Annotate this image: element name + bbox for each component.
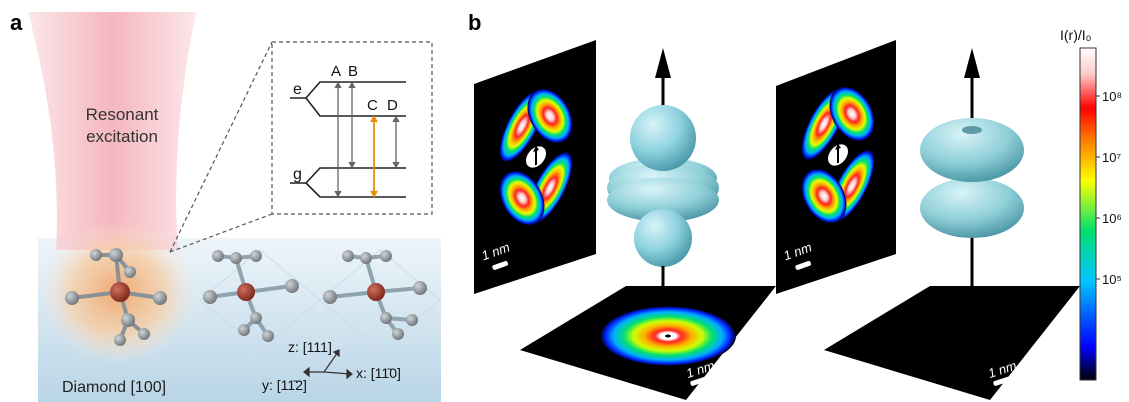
- transition-a-label: A: [331, 63, 341, 80]
- projection-plane-right-horizontal: 1 nm: [824, 286, 1080, 400]
- projection-plane-left-vertical: 1 nm: [474, 40, 596, 294]
- crystal-axes: [303, 349, 353, 380]
- zoom-callout: [169, 41, 433, 253]
- level-e-label: e: [293, 81, 302, 98]
- colorbar: I(r)/I₀ 10⁸ 10⁷ 10⁶ 10⁵: [1060, 27, 1122, 381]
- molecule-3-atoms: [323, 250, 427, 340]
- beam-text-line2: excitation: [86, 127, 158, 146]
- excitation-beam: [28, 12, 196, 250]
- molecule-1-atoms: [65, 248, 167, 346]
- energy-level-diagram: [290, 81, 406, 198]
- substrate-label: Diamond [100]: [62, 379, 166, 396]
- transition-d-label: D: [387, 97, 398, 114]
- projection-plane-left-horizontal: 1 nm: [520, 286, 776, 400]
- axis-z-label: z: [111]: [288, 339, 332, 355]
- transition-b-label: B: [348, 63, 358, 80]
- colorbar-tick-1e5: 10⁵: [1102, 272, 1122, 287]
- panel-a-label: a: [10, 10, 23, 35]
- colorbar-title: I(r)/I₀: [1060, 27, 1092, 43]
- colorbar-tick-1e8: 10⁸: [1102, 89, 1122, 104]
- orbital-surface-left: [607, 48, 719, 306]
- colorbar-tick-1e6: 10⁶: [1102, 211, 1122, 226]
- colorbar-tick-1e7: 10⁷: [1102, 150, 1121, 165]
- transition-arrows: [334, 81, 400, 198]
- transition-c-label: C: [367, 97, 378, 114]
- beam-text-line1: Resonant: [86, 105, 159, 124]
- projection-plane-right-vertical: 1 nm: [776, 40, 896, 294]
- axis-x-label: x: [11̄0]: [356, 365, 401, 381]
- panel-b-label: b: [468, 10, 481, 35]
- axis-y-label: y: [11̄2]: [262, 377, 307, 393]
- level-g-label: g: [293, 166, 302, 183]
- orbital-surface-right: [920, 48, 1024, 300]
- molecule-2-atoms: [203, 250, 299, 342]
- colorbar-gradient: [1079, 47, 1097, 381]
